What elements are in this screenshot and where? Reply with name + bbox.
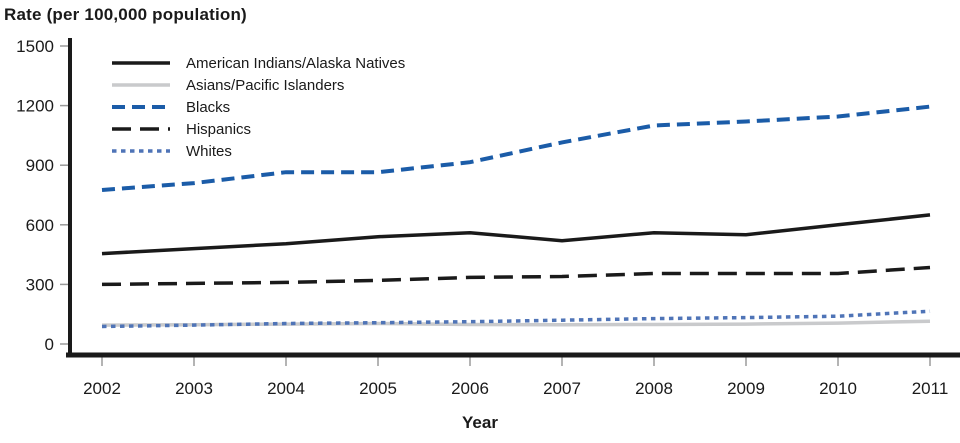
y-tick-label: 1500 <box>16 37 54 56</box>
y-tick-label: 600 <box>26 216 54 235</box>
legend-line-sample-icon <box>112 61 170 65</box>
legend-label: Blacks <box>186 98 231 116</box>
chart-title: Rate (per 100,000 population) <box>4 5 247 24</box>
y-tick-label: 300 <box>26 275 54 294</box>
x-tick-label: 2009 <box>727 379 765 398</box>
x-axis-title: Year <box>462 413 498 432</box>
legend-label: Whites <box>186 142 232 160</box>
legend-line-sample-icon <box>112 127 170 131</box>
legend-label: Hispanics <box>186 120 252 138</box>
series-line-hispanics <box>101 265 931 287</box>
x-tick-label: 2002 <box>83 379 121 398</box>
legend-item: Asians/Pacific Islanders <box>112 74 405 96</box>
x-tick-label: 2006 <box>451 379 489 398</box>
legend-label: Asians/Pacific Islanders <box>186 76 345 94</box>
legend-item: Hispanics <box>112 118 405 140</box>
x-tick-label: 2010 <box>819 379 857 398</box>
chart-legend: American Indians/Alaska Natives Asians/Pa… <box>112 52 405 162</box>
series-line-american-indians-alaska-natives <box>101 213 931 256</box>
y-tick-label: 0 <box>45 335 54 354</box>
x-tick-label: 2007 <box>543 379 581 398</box>
legend-item: Whites <box>112 140 405 162</box>
legend-line-sample-icon <box>112 149 170 153</box>
x-tick-label: 2003 <box>175 379 213 398</box>
y-tick-label: 900 <box>26 156 54 175</box>
legend-line-sample-icon <box>112 105 170 109</box>
x-tick-label: 2005 <box>359 379 397 398</box>
x-tick-label: 2011 <box>912 379 949 398</box>
x-tick-label: 2004 <box>267 379 305 398</box>
legend-line-sample-icon <box>112 83 170 87</box>
legend-label: American Indians/Alaska Natives <box>186 54 406 72</box>
x-tick-label: 2008 <box>635 379 673 398</box>
y-tick-label: 1200 <box>16 97 54 116</box>
legend-item: Blacks <box>112 96 405 118</box>
legend-item: American Indians/Alaska Natives <box>112 52 405 74</box>
series-line-whites <box>101 309 931 329</box>
